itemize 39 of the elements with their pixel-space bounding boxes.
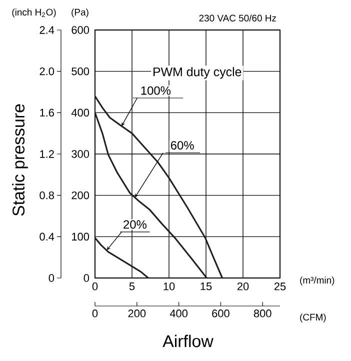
x2-tick-label: 0 <box>92 310 98 318</box>
y2-tick-label: 0 <box>84 274 90 282</box>
y-tick-label: 1.2 <box>40 150 54 158</box>
x2-axis-title: (CFM) <box>300 314 326 322</box>
x-tick-label: 15 <box>200 282 212 290</box>
y-tick-label: 2.0 <box>40 67 54 76</box>
x-tick-label: 5 <box>129 282 135 290</box>
text: 230 VAC 50/60 Hz <box>199 14 276 22</box>
x2-tick-label: 600 <box>212 310 230 318</box>
x-axis-title: Airflow <box>162 334 214 348</box>
y-axis-title: Static pressure <box>12 104 28 216</box>
y2-axis-title: (Pa) <box>72 8 88 18</box>
annotation: 60% <box>170 141 194 150</box>
y2-tick-label: 400 <box>71 108 90 117</box>
x2-tick-label: 200 <box>128 310 146 318</box>
x-tick-label: 0 <box>92 282 98 290</box>
line-series <box>94 112 208 279</box>
annotation: 20% <box>124 220 146 229</box>
line-series <box>94 237 150 279</box>
text: (m³/min) <box>300 276 334 286</box>
y2-tick-label: 100 <box>72 232 90 241</box>
y-tick-label: 0.4 <box>40 232 54 241</box>
text: (inch H$_{2}$O) <box>12 8 56 18</box>
x2-tick-label: 400 <box>170 310 188 318</box>
line-series <box>94 95 224 279</box>
y-tick-label: 1.6 <box>40 108 54 117</box>
y-tick-label: 0.8 <box>40 191 54 200</box>
y2-tick-label: 300 <box>72 150 90 158</box>
x-tick-label: 20 <box>237 282 249 290</box>
y2-tick-label: 600 <box>72 26 90 34</box>
y-tick-label: 2.4 <box>40 26 54 34</box>
y2-tick-label: 500 <box>72 67 90 76</box>
y-tick-label: 0 <box>48 274 54 282</box>
x-tick-label: 25 <box>274 282 286 290</box>
y2-tick-label: 200 <box>72 191 90 200</box>
annotation: 100% <box>141 86 171 95</box>
x-tick-label: 10 <box>164 282 175 290</box>
x2-tick-label: 800 <box>254 310 272 318</box>
legend-title: PWM duty cycle <box>154 67 242 79</box>
